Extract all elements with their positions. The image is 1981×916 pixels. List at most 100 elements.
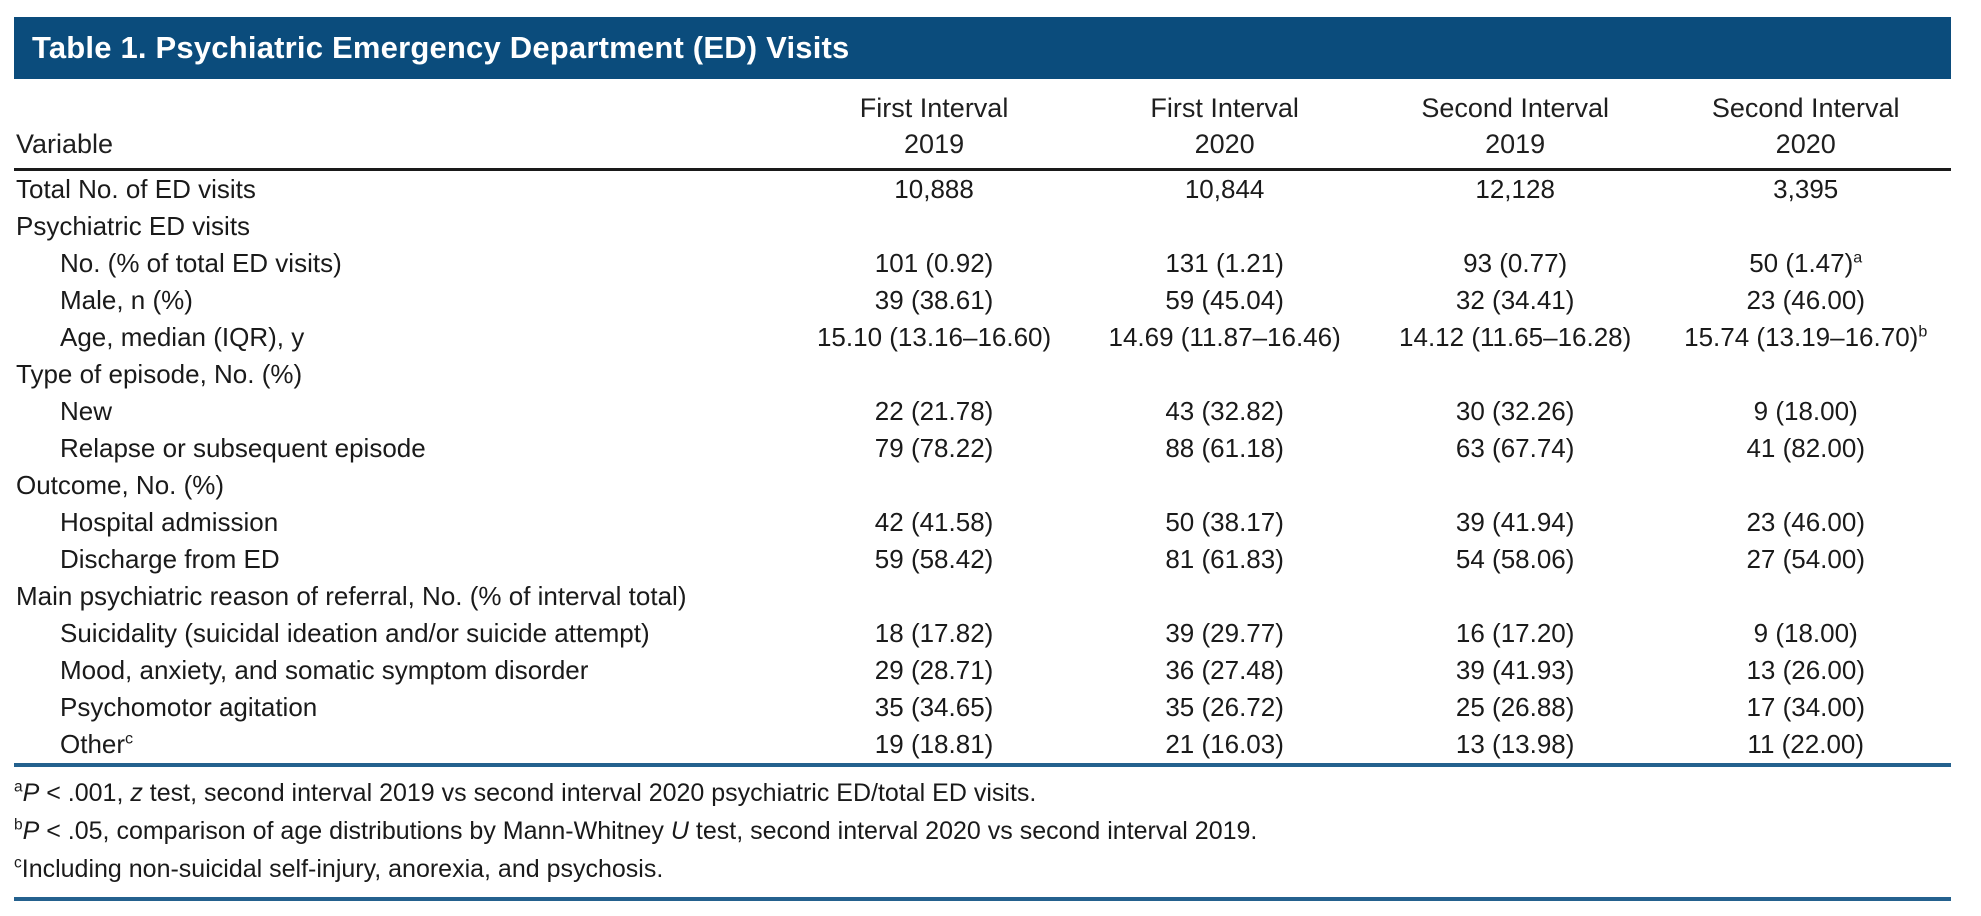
cell-value: [789, 578, 1080, 615]
table-title-bar: Table 1. Psychiatric Emergency Departmen…: [14, 17, 1951, 79]
cell-value: 19 (18.81): [874, 729, 994, 759]
row-label: Type of episode, No. (%): [16, 359, 303, 389]
cell-value: 30 (32.26): [1455, 396, 1575, 426]
cell-value: [789, 208, 1080, 245]
cell-value: 79 (78.22): [874, 433, 994, 463]
cell-value: 9 (18.00): [1753, 618, 1858, 648]
column-header-line2: 2020: [1194, 129, 1255, 159]
footnote-marker: a: [14, 778, 23, 796]
cell-value: 29 (28.71): [874, 655, 994, 685]
cell-value: 88 (61.18): [1165, 433, 1284, 463]
row-label: New: [60, 396, 113, 426]
cell-value: 36 (27.48): [1165, 655, 1284, 685]
row-label: Psychiatric ED visits: [16, 211, 251, 241]
footnote-marker: c: [14, 854, 22, 872]
cell-value: [1079, 467, 1370, 504]
table-row: Age, median (IQR), y 15.10 (13.16–16.60) 1…: [14, 319, 1951, 356]
table-body: Total No. of ED visits 10,888 10,844 12,128…: [14, 170, 1951, 766]
cell-value: 43 (32.82): [1165, 396, 1284, 426]
column-header-second-interval-2020: Second Interval 2020: [1660, 79, 1951, 171]
column-header-line2: 2019: [904, 129, 965, 159]
column-header-variable: Variable: [14, 79, 789, 171]
footnote-marker: b: [14, 816, 23, 834]
cell-value: 23 (46.00): [1746, 285, 1865, 315]
cell-value: [1079, 578, 1370, 615]
cell-value: 35 (26.72): [1165, 692, 1284, 722]
cell-value: 63 (67.74): [1455, 433, 1575, 463]
section-row: Psychiatric ED visits: [14, 208, 1951, 245]
cell-value: 21 (16.03): [1165, 729, 1284, 759]
cell-value: 50 (1.47)a: [1749, 248, 1863, 278]
footnote: bP < .05, comparison of age distribution…: [14, 816, 1258, 845]
table-row: Male, n (%) 39 (38.61) 59 (45.04) 32 (34.41…: [14, 282, 1951, 319]
cell-value: 10,844: [1184, 174, 1265, 204]
cell-value: 22 (21.78): [874, 396, 994, 426]
cell-value: [1370, 467, 1661, 504]
table-row: Total No. of ED visits 10,888 10,844 12,128…: [14, 170, 1951, 209]
column-header-line2: 2019: [1485, 129, 1546, 159]
table-row: Discharge from ED 59 (58.42) 81 (61.83) 54 …: [14, 541, 1951, 578]
cell-value: [789, 467, 1080, 504]
row-label: Suicidality (suicidal ideation and/or su…: [60, 618, 650, 648]
cell-value: 17 (34.00): [1746, 692, 1865, 722]
row-label: Hospital admission: [60, 507, 279, 537]
table-row: Mood, anxiety, and somatic symptom disor…: [14, 652, 1951, 689]
row-label: Male, n (%): [60, 285, 193, 315]
section-row: Outcome, No. (%): [14, 467, 1951, 504]
cell-value: 14.12 (11.65–16.28): [1399, 322, 1632, 352]
cell-value: 15.74 (13.19–16.70)b: [1684, 322, 1928, 352]
table-row: Hospital admission 42 (41.58) 50 (38.17) 39…: [14, 504, 1951, 541]
table-row: Otherc 19 (18.81) 21 (16.03) 13 (13.98) 11 (…: [14, 726, 1951, 765]
cell-value: [1660, 467, 1951, 504]
cell-value: 59 (45.04): [1165, 285, 1284, 315]
column-header-line1: Second Interval: [1421, 93, 1609, 123]
cell-value: 54 (58.06): [1455, 544, 1575, 574]
row-label: No. (% of total ED visits): [60, 248, 342, 278]
cell-value: [789, 356, 1080, 393]
cell-value: 39 (41.94): [1455, 507, 1575, 537]
cell-value: [1370, 208, 1661, 245]
cell-value: 39 (29.77): [1165, 618, 1284, 648]
cell-value: 13 (13.98): [1455, 729, 1575, 759]
table-row: Psychomotor agitation 35 (34.65) 35 (26.72…: [14, 689, 1951, 726]
row-label: Age, median (IQR), y: [60, 322, 305, 352]
cell-value: [1079, 356, 1370, 393]
footnote: aP < .001, z test, second interval 2019 …: [14, 778, 1037, 807]
row-label: Mood, anxiety, and somatic symptom disor…: [60, 655, 589, 685]
cell-value: [1370, 356, 1661, 393]
column-header-line1: First Interval: [859, 93, 1009, 123]
column-header-line1: Second Interval: [1711, 93, 1900, 123]
row-label: Relapse or subsequent episode: [60, 433, 426, 463]
table-header: Variable First Interval 2019 First Inter…: [14, 79, 1951, 171]
row-label: Discharge from ED: [60, 544, 280, 574]
cell-value: 18 (17.82): [874, 618, 994, 648]
cell-value: 14.69 (11.87–16.46): [1108, 322, 1341, 352]
cell-value: 9 (18.00): [1753, 396, 1858, 426]
section-row: Main psychiatric reason of referral, No.…: [14, 578, 1951, 615]
column-header-first-interval-2020: First Interval 2020: [1079, 79, 1370, 171]
cell-value: 12,128: [1475, 174, 1555, 204]
table-row: No. (% of total ED visits) 101 (0.92) 131 …: [14, 245, 1951, 282]
table-row: Suicidality (suicidal ideation and/or su…: [14, 615, 1951, 652]
cell-value: 42 (41.58): [874, 507, 994, 537]
column-header-first-interval-2019: First Interval 2019: [788, 79, 1080, 171]
cell-value: 81 (61.83): [1165, 544, 1284, 574]
table-title: Table 1. Psychiatric Emergency Departmen…: [32, 30, 850, 65]
cell-value: [1660, 578, 1951, 615]
cell-value: 27 (54.00): [1746, 544, 1865, 574]
cell-value: [1660, 356, 1951, 393]
cell-value: 10,888: [894, 174, 974, 204]
cell-value: 39 (38.61): [874, 285, 994, 315]
footnote: cIncluding non-suicidal self-injury, ano…: [14, 854, 664, 883]
cell-value: 50 (38.17): [1165, 507, 1284, 537]
cell-value: 93 (0.77): [1463, 248, 1568, 278]
cell-value: 32 (34.41): [1455, 285, 1575, 315]
footnotes: aP < .001, z test, second interval 2019 …: [14, 767, 1951, 901]
cell-value: 101 (0.92): [874, 248, 994, 278]
header-row: Variable First Interval 2019 First Inter…: [14, 79, 1951, 171]
cell-value: 16 (17.20): [1455, 618, 1575, 648]
column-header-label: Variable: [16, 129, 114, 159]
data-table: Variable First Interval 2019 First Inter…: [14, 79, 1951, 767]
cell-value: 11 (22.00): [1747, 729, 1865, 759]
cell-value: 131 (1.21): [1165, 248, 1284, 278]
